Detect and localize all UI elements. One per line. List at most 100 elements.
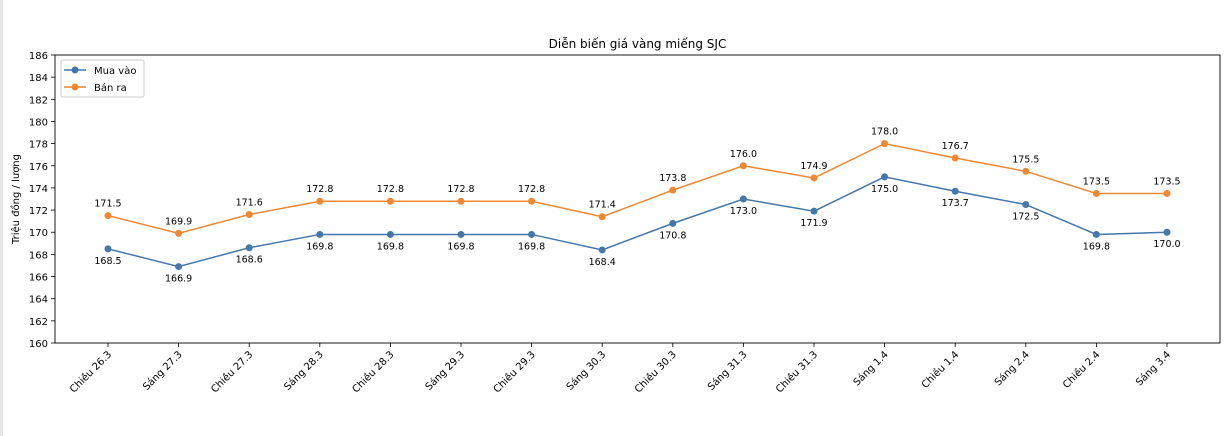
data-point [810, 207, 818, 215]
data-point [669, 219, 677, 227]
legend-label: Bán ra [94, 82, 127, 94]
x-tick-label: Chiều 31.3 [773, 349, 820, 396]
x-tick-label: Chiều 26.3 [67, 349, 114, 396]
y-axis-label: Triệu đồng / lượng [10, 154, 22, 245]
y-tick-label: 170 [29, 228, 48, 239]
x-tick-label: Chiều 28.3 [350, 349, 397, 396]
y-tick-label: 160 [29, 339, 48, 350]
data-label: 178.0 [871, 127, 898, 138]
data-point [810, 174, 818, 182]
data-label: 172.5 [1012, 212, 1039, 223]
data-label: 172.8 [306, 184, 333, 195]
legend-swatch-marker [71, 66, 79, 74]
data-label: 171.4 [589, 200, 616, 211]
x-tick-label: Chiều 27.3 [209, 349, 256, 396]
data-label: 170.8 [659, 230, 686, 241]
y-tick-label: 164 [29, 295, 48, 306]
x-tick-label: Sáng 28.3 [282, 349, 326, 393]
data-label: 168.4 [589, 257, 616, 268]
data-point [528, 230, 536, 238]
data-label: 172.8 [447, 184, 474, 195]
data-label: 173.5 [1153, 176, 1180, 187]
data-point [457, 230, 465, 238]
data-label: 172.8 [518, 184, 545, 195]
data-point [1022, 201, 1030, 209]
data-point [881, 140, 889, 148]
data-label: 173.8 [659, 173, 686, 184]
y-tick-label: 162 [29, 317, 48, 328]
data-label: 166.9 [165, 274, 192, 285]
data-label: 173.0 [730, 206, 757, 217]
x-tick-label: Chiều 29.3 [491, 349, 538, 396]
data-point [739, 162, 747, 170]
data-label: 168.5 [94, 256, 121, 267]
data-point [245, 244, 253, 252]
data-point [1092, 230, 1100, 238]
data-label: 168.6 [236, 255, 263, 266]
data-point [1022, 167, 1030, 175]
data-label: 169.8 [377, 241, 404, 252]
data-point [316, 230, 324, 238]
x-tick-label: Sáng 3.4 [1133, 349, 1173, 389]
data-label: 169.8 [306, 241, 333, 252]
data-label: 169.8 [1083, 241, 1110, 252]
data-point [528, 197, 536, 205]
x-tick-label: Sáng 1.4 [851, 349, 891, 389]
plot-frame [54, 54, 1221, 344]
y-tick-label: 180 [29, 117, 48, 128]
data-point [175, 229, 183, 237]
series-line-1 [107, 142, 1167, 235]
data-point [245, 211, 253, 219]
data-point [881, 173, 889, 181]
data-point [598, 213, 606, 221]
data-label: 172.8 [377, 184, 404, 195]
legend-label: Mua vào [94, 65, 136, 77]
chart-title: Diễn biến giá vàng miếng SJC [549, 37, 727, 51]
data-label: 171.5 [94, 199, 121, 210]
data-point [316, 197, 324, 205]
data-point [175, 263, 183, 271]
y-tick-label: 168 [29, 250, 48, 261]
data-label: 171.6 [236, 198, 263, 209]
x-tick-label: Sáng 2.4 [992, 349, 1032, 389]
x-tick-label: Chiều 1.4 [919, 349, 961, 391]
data-label: 176.0 [730, 149, 757, 160]
data-point [951, 154, 959, 162]
data-label: 173.5 [1083, 176, 1110, 187]
legend-swatch-marker [71, 83, 79, 91]
data-label: 169.9 [165, 216, 192, 227]
data-label: 175.0 [871, 184, 898, 195]
y-tick-label: 178 [29, 140, 48, 151]
data-point [1163, 228, 1171, 236]
x-tick-label: Sáng 27.3 [140, 349, 184, 393]
data-point [457, 197, 465, 205]
data-label: 169.8 [447, 241, 474, 252]
data-label: 170.0 [1153, 239, 1180, 250]
y-tick-label: 176 [29, 162, 48, 173]
data-point [598, 246, 606, 254]
data-point [951, 187, 959, 195]
y-tick-label: 166 [29, 273, 48, 284]
window-edge [0, 0, 3, 436]
x-tick-label: Sáng 29.3 [423, 349, 467, 393]
x-tick-label: Sáng 30.3 [564, 349, 608, 393]
y-tick-label: 174 [29, 184, 48, 195]
y-tick-label: 182 [29, 95, 48, 106]
x-tick-label: Sáng 31.3 [705, 349, 749, 393]
x-tick-label: Chiều 2.4 [1060, 349, 1102, 391]
y-tick-label: 186 [29, 51, 48, 62]
data-label: 171.9 [800, 218, 827, 229]
series-line-0 [107, 176, 1168, 268]
data-point [1163, 189, 1171, 197]
data-point [386, 230, 394, 238]
data-label: 176.7 [942, 141, 969, 152]
y-tick-label: 184 [29, 73, 48, 84]
data-point [104, 245, 112, 253]
data-point [104, 212, 112, 220]
data-point [669, 186, 677, 194]
y-tick-label: 172 [29, 206, 48, 217]
x-tick-label: Chiều 30.3 [632, 349, 679, 396]
data-label: 173.7 [942, 198, 969, 209]
data-label: 175.5 [1012, 154, 1039, 165]
